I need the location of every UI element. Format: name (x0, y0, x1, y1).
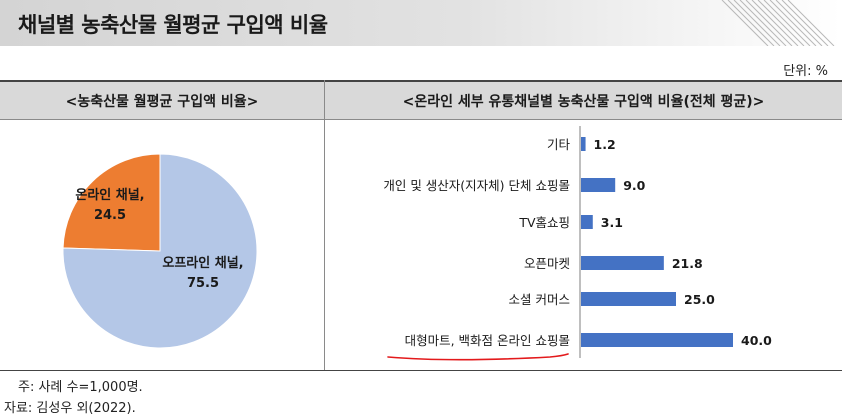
bar (581, 215, 593, 229)
pie-label-offline-value: 75.5 (187, 276, 219, 291)
bar-value-label: 25.0 (684, 292, 715, 307)
pie-chart: 온라인 채널, 24.5 오프라인 채널, 75.5 (62, 153, 258, 349)
bar-value-label: 9.0 (623, 178, 645, 193)
bar (581, 178, 616, 192)
bar (581, 333, 733, 347)
page-title: 채널별 농축산물 월평균 구입액 비율 (18, 13, 328, 37)
bar-category-label: 대형마트, 백화점 온라인 쇼핑몰 (405, 333, 570, 348)
note-sample-size: 주: 사례 수=1,000명. (18, 380, 143, 395)
bar (581, 256, 664, 270)
bar (581, 292, 676, 306)
bar-category-label: 기타 (547, 137, 571, 152)
bar-value-label: 1.2 (594, 137, 616, 152)
title-hatch-decoration (721, 0, 835, 46)
bar-category-label: 소셜 커머스 (509, 292, 570, 307)
title-bar: 채널별 농축산물 월평균 구입액 비율 (0, 0, 842, 46)
bar-value-label: 21.8 (672, 256, 703, 271)
pie-label-online-name: 온라인 채널, (75, 187, 144, 203)
bar-panel-header: <온라인 세부 유통채널별 농축산물 구입액 비율(전체 평균)> (325, 80, 842, 120)
bar (581, 137, 586, 151)
note-source: 자료: 김성우 외(2022). (4, 401, 136, 416)
pie-label-offline-name: 오프라인 채널, (162, 255, 243, 271)
bar-category-label: TV홈쇼핑 (518, 215, 570, 230)
bar-category-label: 개인 및 생산자(지자체) 단체 쇼핑몰 (383, 178, 570, 193)
pie-slice-online (62, 153, 161, 252)
pie-label-online-value: 24.5 (94, 208, 126, 223)
bar-category-label: 오픈마켓 (524, 256, 570, 271)
pie-panel-header: <농축산물 월평균 구입액 비율> (0, 80, 324, 120)
bar-value-label: 40.0 (741, 333, 772, 348)
unit-label: 단위: % (783, 64, 828, 79)
bar-value-label: 3.1 (601, 215, 623, 230)
bar-chart: 기타 1.2 개인 및 생산자(지자체) 단체 쇼핑몰 9.0 TV홈쇼핑 3.1 오픈마켓… (383, 126, 772, 361)
panel-divider (324, 80, 325, 370)
pie-slice-offline (62, 153, 258, 349)
highlight-underline (387, 353, 569, 361)
bottom-rule (0, 370, 842, 371)
